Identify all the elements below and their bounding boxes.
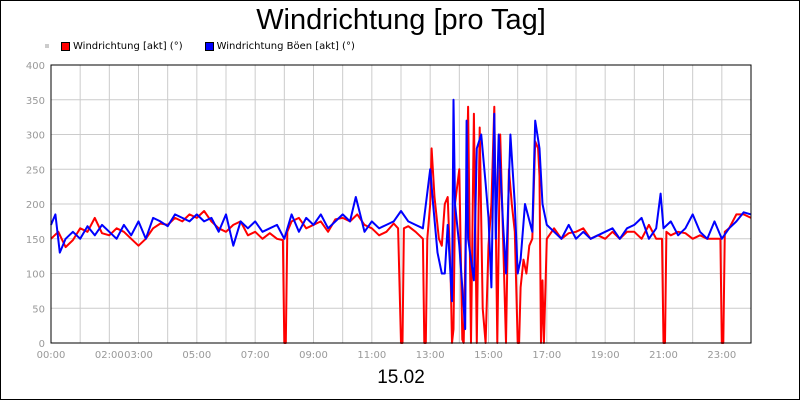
legend-label-series-1: Windrichtung [akt] (°) xyxy=(73,40,183,52)
legend-swatch-series-2 xyxy=(204,41,214,51)
x-tick-label: 15:00 xyxy=(474,350,503,361)
x-tick-label: 17:00 xyxy=(532,350,561,361)
x-tick-label: 23:00 xyxy=(707,350,736,361)
chart-title: Windrichtung [pro Tag] xyxy=(256,4,546,36)
x-tick-label: 21:00 xyxy=(649,350,678,361)
y-tick-label: 200 xyxy=(26,200,45,211)
x-tick-label: 07:00 xyxy=(241,350,270,361)
x-tick-label: 05:00 xyxy=(182,350,211,361)
plot-border xyxy=(50,64,752,344)
legend-item-series-1: Windrichtung [akt] (°) xyxy=(61,41,183,52)
legend-marker-icon xyxy=(45,44,49,48)
x-tick-label: 13:00 xyxy=(416,350,445,361)
x-tick-label: 03:00 xyxy=(124,350,153,361)
y-tick-label: 350 xyxy=(26,96,45,107)
series-line-2 xyxy=(50,98,752,331)
x-tick-label: 11:00 xyxy=(357,350,386,361)
x-tick-label: 19:00 xyxy=(591,350,620,361)
y-tick-label: 400 xyxy=(26,61,45,72)
x-tick-label: 02:00 xyxy=(95,350,124,361)
legend: Windrichtung [akt] (°) Windrichtung Böen… xyxy=(45,39,377,53)
x-axis-date-label: 15.02 xyxy=(377,367,425,388)
y-tick-label: 300 xyxy=(26,131,45,142)
x-tick-label: 09:00 xyxy=(299,350,328,361)
y-tick-label: 100 xyxy=(26,270,45,281)
y-tick-label: 50 xyxy=(32,304,45,315)
y-tick-label: 0 xyxy=(39,339,45,350)
y-tick-label: 250 xyxy=(26,165,45,176)
legend-swatch-series-1 xyxy=(61,41,70,51)
legend-label-series-2: Windrichtung Böen [akt] (°) xyxy=(216,40,355,52)
y-tick-label: 150 xyxy=(26,235,45,246)
legend-item-series-2: Windrichtung Böen [akt] (°) xyxy=(204,40,355,52)
x-tick-label: 00:00 xyxy=(37,350,66,361)
